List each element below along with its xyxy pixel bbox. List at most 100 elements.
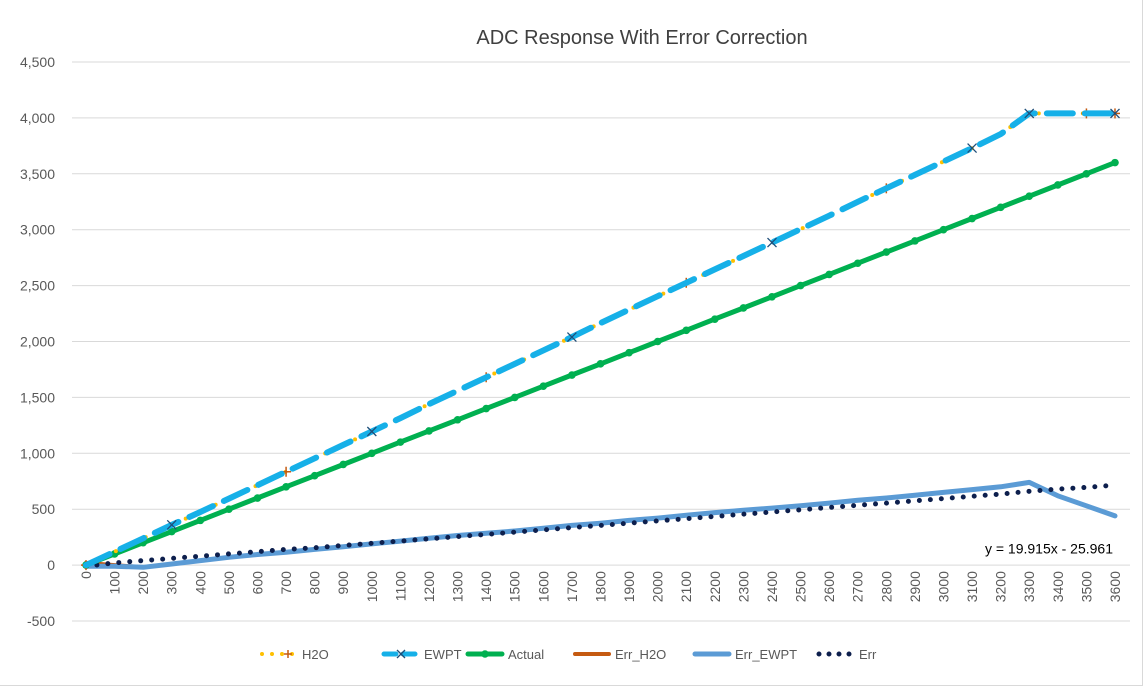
x-tick-label: 1400 bbox=[478, 571, 494, 602]
data-point-actual bbox=[911, 237, 919, 245]
legend-label: Actual bbox=[508, 647, 544, 662]
data-point-actual bbox=[1082, 170, 1091, 178]
data-point-actual bbox=[167, 527, 176, 536]
y-axis-ticks: -500 0 500 1,000 1,500 2,000 2,500 3,000 3,500 4,… bbox=[20, 54, 55, 629]
x-tick-label: 2600 bbox=[821, 571, 837, 602]
data-point-actual bbox=[882, 248, 891, 256]
x-tick-label: 1600 bbox=[535, 571, 551, 602]
series-line-ewpt bbox=[83, 110, 1118, 569]
data-point-actual bbox=[968, 214, 976, 223]
legend-label: Err_H2O bbox=[615, 647, 666, 662]
legend-item-err-h2o[interactable]: Err_H2O bbox=[573, 647, 666, 662]
data-point-actual bbox=[482, 404, 490, 413]
legend-label: Err_EWPT bbox=[735, 647, 797, 662]
legend-label: H2O bbox=[302, 647, 329, 662]
x-tick-label: 2500 bbox=[793, 571, 809, 602]
x-tick-label: 3200 bbox=[993, 571, 1009, 602]
data-point-actual bbox=[425, 427, 433, 435]
data-point-actual bbox=[1025, 192, 1034, 200]
data-point-actual bbox=[282, 483, 290, 491]
legend-item-actual[interactable]: Actual bbox=[465, 647, 544, 662]
x-tick-label: 3400 bbox=[1050, 571, 1066, 602]
series-layer bbox=[81, 108, 1120, 571]
y-tick-label: 3,500 bbox=[20, 166, 55, 182]
legend-label: Err bbox=[859, 647, 877, 662]
trendline-equation: y = 19.915x - 25.961 bbox=[985, 540, 1113, 556]
x-tick-label: 300 bbox=[164, 571, 180, 595]
y-tick-label: 1,000 bbox=[20, 445, 55, 461]
data-point-ewpt bbox=[566, 332, 577, 342]
x-axis-ticks: 0 100 200 300 400 500 600 700 800 900 1000 1100 1200… bbox=[78, 571, 1123, 602]
x-tick-label: 3000 bbox=[936, 571, 952, 602]
x-tick-label: 2200 bbox=[707, 571, 723, 602]
data-point-actual bbox=[225, 505, 233, 513]
x-tick-label: 3600 bbox=[1107, 571, 1123, 602]
gridlines bbox=[72, 61, 1130, 622]
x-tick-label: 3100 bbox=[964, 571, 980, 602]
data-point-actual bbox=[739, 304, 748, 312]
data-point-ewpt bbox=[1024, 108, 1035, 119]
data-point-actual bbox=[510, 393, 519, 402]
y-tick-label: 4,500 bbox=[20, 54, 55, 70]
x-tick-label: 700 bbox=[278, 571, 294, 595]
series-line-h2o bbox=[84, 111, 1117, 568]
legend-item-h2o[interactable]: H2O bbox=[260, 647, 329, 662]
x-tick-label: 1500 bbox=[507, 571, 523, 602]
data-point-actual bbox=[539, 382, 548, 391]
data-point-actual bbox=[711, 315, 719, 323]
x-tick-label: 200 bbox=[135, 571, 151, 595]
data-point-actual bbox=[825, 270, 833, 279]
chart-title: ADC Response With Error Correction bbox=[476, 27, 807, 49]
series-line-err bbox=[83, 482, 1118, 569]
x-tick-label: 2300 bbox=[735, 571, 751, 602]
x-tick-label: 3300 bbox=[1021, 571, 1037, 602]
x-tick-label: 2700 bbox=[850, 571, 866, 602]
data-point-ewpt bbox=[1110, 108, 1120, 119]
x-tick-label: 1200 bbox=[421, 571, 437, 602]
x-tick-label: 1700 bbox=[564, 571, 580, 602]
data-point-actual bbox=[396, 438, 405, 446]
x-tick-label: 1100 bbox=[392, 571, 408, 601]
x-tick-label: 2400 bbox=[764, 571, 780, 602]
data-point-ewpt bbox=[366, 426, 377, 437]
x-tick-label: 3500 bbox=[1078, 571, 1094, 602]
data-point-actual bbox=[368, 449, 376, 458]
x-tick-label: 900 bbox=[335, 571, 351, 595]
x-tick-label: 2800 bbox=[878, 571, 894, 602]
x-tick-label: 1000 bbox=[364, 571, 380, 602]
y-tick-label: 2,500 bbox=[20, 278, 55, 294]
y-tick-label: 4,000 bbox=[20, 110, 55, 126]
data-point-actual bbox=[253, 494, 262, 502]
legend-marker bbox=[481, 650, 489, 658]
legend[interactable]: H2O EWPT Actual Err_H2O Err_EWPT Err bbox=[260, 647, 877, 662]
data-point-actual bbox=[653, 337, 662, 346]
legend-item-err-ewpt[interactable]: Err_EWPT bbox=[692, 647, 797, 662]
x-tick-label: 400 bbox=[192, 571, 208, 595]
data-point-actual bbox=[568, 371, 576, 379]
data-point-actual bbox=[453, 415, 462, 424]
x-tick-label: 100 bbox=[107, 571, 123, 595]
x-tick-label: 0 bbox=[78, 571, 94, 579]
y-tick-label: 500 bbox=[32, 501, 56, 517]
data-point-actual bbox=[796, 281, 805, 290]
data-point-actual bbox=[996, 203, 1005, 212]
data-point-actual bbox=[339, 460, 348, 469]
y-tick-label: 2,000 bbox=[20, 334, 55, 350]
x-tick-label: 500 bbox=[221, 571, 237, 595]
data-point-actual bbox=[939, 225, 948, 234]
annotations: y = 19.915x - 25.961 bbox=[985, 540, 1113, 556]
y-tick-label: 3,000 bbox=[20, 222, 55, 238]
x-tick-label: 2000 bbox=[650, 571, 666, 602]
data-point-actual bbox=[310, 471, 319, 480]
legend-item-ewpt[interactable]: EWPT bbox=[381, 647, 462, 662]
x-tick-label: 2900 bbox=[907, 571, 923, 602]
data-point-actual bbox=[625, 348, 633, 357]
data-point-ewpt bbox=[767, 237, 777, 248]
x-tick-label: 1300 bbox=[450, 571, 466, 602]
x-tick-label: 600 bbox=[250, 571, 266, 595]
legend-item-err[interactable]: Err bbox=[816, 647, 877, 662]
y-tick-label: -500 bbox=[27, 613, 55, 629]
y-tick-label: 0 bbox=[47, 557, 55, 573]
data-point-actual bbox=[1111, 158, 1119, 167]
